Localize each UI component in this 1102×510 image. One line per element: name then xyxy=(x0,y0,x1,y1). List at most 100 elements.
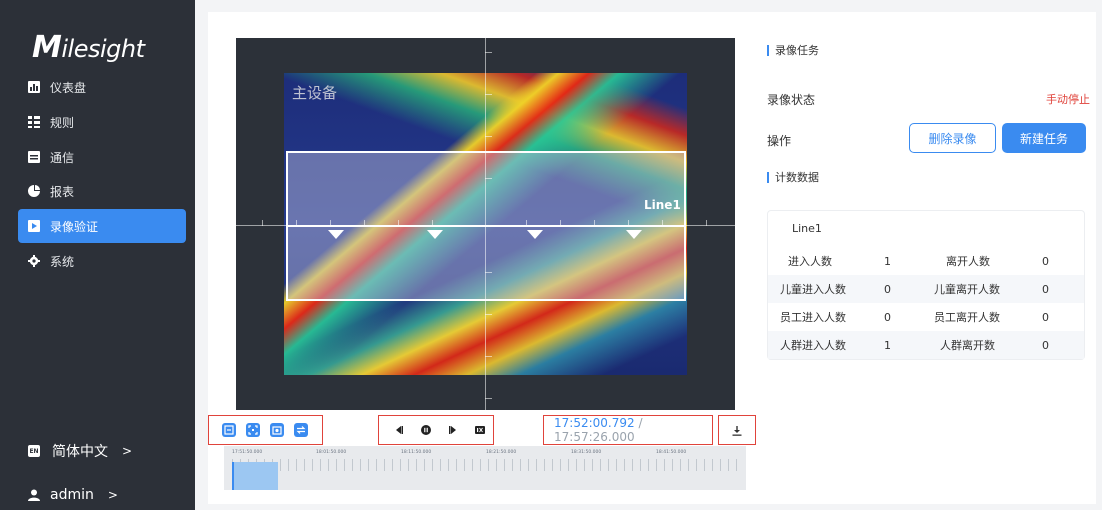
line-label: Line1 xyxy=(644,198,681,212)
axis-tick xyxy=(485,136,492,137)
new-task-button[interactable]: 新建任务 xyxy=(1002,123,1086,153)
out-value: 0 xyxy=(1042,338,1049,352)
communication-icon xyxy=(28,151,40,163)
action-label: 操作 xyxy=(767,134,792,148)
timeline-playhead[interactable] xyxy=(232,462,234,490)
system-gear-icon xyxy=(28,255,40,267)
axis-tick xyxy=(485,398,492,399)
count-card: Line1 进入人数 1 离开人数 0 儿童进入人数 0 儿童离开人数 0 员工… xyxy=(767,210,1085,360)
sidebar-item-label: 仪表盘 xyxy=(50,80,87,95)
snapshot-icon[interactable] xyxy=(270,423,284,437)
axis-tick xyxy=(330,220,331,226)
total-time: 17:57:26.000 xyxy=(554,430,635,444)
axis-tick xyxy=(485,52,492,53)
speed-icon[interactable] xyxy=(474,423,485,437)
minimize-icon[interactable] xyxy=(222,423,236,437)
language-icon: EN xyxy=(28,445,40,457)
in-label: 进入人数 xyxy=(788,255,832,268)
sidebar-item-video-verify[interactable]: 录像验证 xyxy=(18,209,186,243)
video-verify-icon xyxy=(28,220,40,232)
chevron-right-icon: > xyxy=(122,444,133,458)
step-forward-icon[interactable] xyxy=(447,423,458,437)
axis-tick xyxy=(628,220,629,226)
axis-tick xyxy=(485,314,492,315)
record-status-value: 手动停止 xyxy=(1046,93,1090,106)
delete-recording-button[interactable]: 删除录像 xyxy=(909,123,996,153)
timeline[interactable]: 17:51:50.000 18:01:50.000 18:11:50.000 1… xyxy=(224,446,746,490)
rules-icon xyxy=(28,116,40,128)
timeline-ticks xyxy=(232,459,740,471)
time-text: 17:52:00.792 / 17:57:26.000 xyxy=(544,416,712,444)
sidebar-item-report[interactable]: 报表 xyxy=(18,174,186,208)
language-switcher[interactable]: EN 简体中文 > xyxy=(28,441,132,461)
timeline-label: 18:21:50.000 xyxy=(486,450,517,455)
user-menu[interactable]: admin > xyxy=(28,487,118,503)
axis-tick xyxy=(706,220,707,226)
record-task-title: 录像任务 xyxy=(767,45,819,56)
out-label: 人群离开数 xyxy=(940,339,995,352)
axis-tick xyxy=(662,220,663,226)
sidebar-item-label: 系统 xyxy=(50,254,75,269)
direction-arrow-icon xyxy=(427,230,443,239)
sidebar: Milesight 仪表盘 规则 通信 报表 录像验证 系统 EN 简体中文 >… xyxy=(0,0,195,510)
out-value: 0 xyxy=(1042,254,1049,268)
sidebar-item-label: 录像验证 xyxy=(50,219,99,234)
axis-tick xyxy=(262,220,263,226)
language-label: 简体中文 xyxy=(52,444,108,460)
report-icon xyxy=(28,185,40,197)
in-value: 0 xyxy=(884,282,891,296)
user-icon xyxy=(28,489,40,501)
dashboard-icon xyxy=(28,81,40,93)
in-value: 0 xyxy=(884,310,891,324)
out-value: 0 xyxy=(1042,282,1049,296)
sidebar-item-rules[interactable]: 规则 xyxy=(18,105,186,139)
axis-tick xyxy=(364,220,365,226)
sidebar-item-system[interactable]: 系统 xyxy=(18,244,186,278)
in-value: 1 xyxy=(884,254,891,268)
sidebar-item-dashboard[interactable]: 仪表盘 xyxy=(18,70,186,104)
logo-text: ilesight xyxy=(61,35,145,63)
out-label: 儿童离开人数 xyxy=(934,283,1000,296)
timeline-progress xyxy=(232,462,278,490)
out-label: 离开人数 xyxy=(946,255,990,268)
swap-icon[interactable] xyxy=(294,423,308,437)
download-button[interactable] xyxy=(718,415,756,445)
out-label: 员工离开人数 xyxy=(934,311,1000,324)
timeline-label: 18:41:50.000 xyxy=(656,450,687,455)
pause-icon[interactable] xyxy=(420,423,431,437)
in-label: 员工进入人数 xyxy=(780,311,846,324)
timeline-label: 18:01:50.000 xyxy=(316,450,347,455)
out-value: 0 xyxy=(1042,310,1049,324)
vertical-axis xyxy=(485,38,486,410)
in-value: 1 xyxy=(884,338,891,352)
video-player[interactable]: 主设备 Line1 xyxy=(236,38,735,410)
region-select-icon[interactable] xyxy=(246,423,260,437)
counting-line[interactable] xyxy=(286,225,686,227)
main-panel: 主设备 Line1 xyxy=(208,12,1096,504)
sidebar-item-label: 规则 xyxy=(50,115,75,130)
playback-controls xyxy=(378,415,494,445)
direction-arrow-icon xyxy=(527,230,543,239)
milesight-logo: Milesight xyxy=(32,30,145,65)
axis-tick xyxy=(485,178,492,179)
axis-tick xyxy=(526,220,527,226)
axis-tick xyxy=(485,94,492,95)
axis-tick xyxy=(398,220,399,226)
view-tools-group xyxy=(208,415,323,445)
in-label: 人群进入人数 xyxy=(780,339,846,352)
axis-tick xyxy=(485,356,492,357)
sidebar-item-label: 报表 xyxy=(50,184,75,199)
table-row: 人群进入人数 1 人群离开数 0 xyxy=(768,331,1084,359)
table-row: 进入人数 1 离开人数 0 xyxy=(768,247,1084,275)
axis-tick xyxy=(485,272,492,273)
user-label: admin xyxy=(50,487,94,503)
axis-tick xyxy=(296,220,297,226)
axis-tick xyxy=(560,220,561,226)
sidebar-item-communication[interactable]: 通信 xyxy=(18,140,186,174)
step-back-icon[interactable] xyxy=(393,423,404,437)
axis-tick xyxy=(594,220,595,226)
sidebar-item-label: 通信 xyxy=(50,150,75,165)
direction-arrow-icon xyxy=(328,230,344,239)
in-label: 儿童进入人数 xyxy=(780,283,846,296)
count-data-title: 计数数据 xyxy=(767,172,819,183)
